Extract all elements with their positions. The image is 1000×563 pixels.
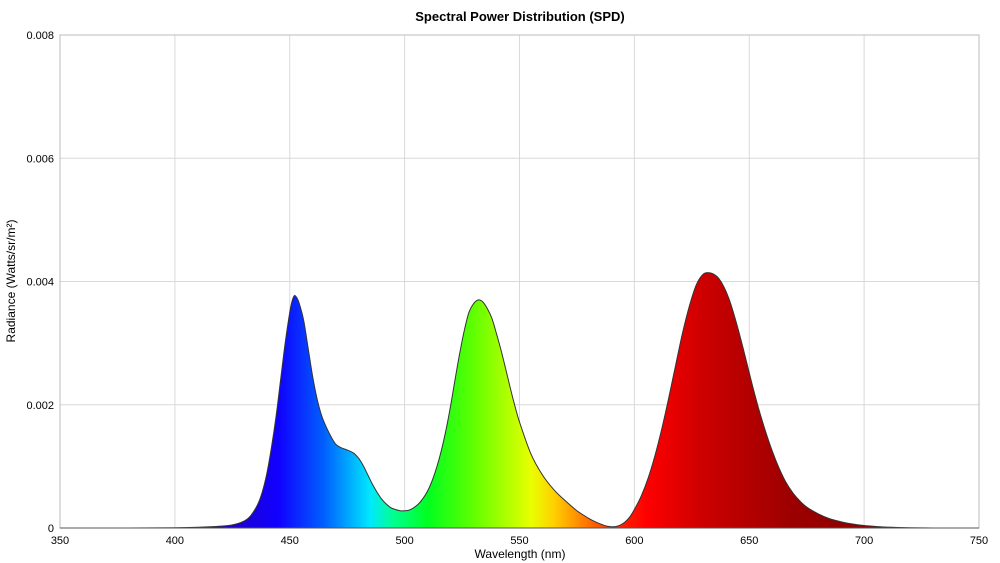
y-tick-label: 0.008 bbox=[26, 30, 54, 42]
y-tick-label: 0.002 bbox=[26, 400, 54, 412]
x-tick-label: 350 bbox=[51, 535, 69, 547]
y-tick-label: 0.004 bbox=[26, 277, 54, 289]
spd-line bbox=[60, 272, 980, 529]
x-tick-label: 550 bbox=[510, 535, 528, 547]
y-axis-label: Radiance (Watts/sr/m²) bbox=[4, 220, 18, 343]
y-tick-label: 0 bbox=[48, 523, 54, 535]
x-tick-label: 450 bbox=[281, 535, 299, 547]
y-tick-labels: 0 0.002 0.004 0.006 0.008 bbox=[26, 30, 54, 535]
x-tick-label: 650 bbox=[740, 535, 758, 547]
x-tick-label: 500 bbox=[395, 535, 413, 547]
x-axis-label: Wavelength (nm) bbox=[475, 547, 566, 561]
x-tick-label: 700 bbox=[855, 535, 873, 547]
x-tick-label: 600 bbox=[625, 535, 643, 547]
x-tick-labels: 350 400 450 500 550 600 650 700 750 bbox=[51, 535, 988, 547]
x-tick-label: 400 bbox=[166, 535, 184, 547]
y-tick-label: 0.006 bbox=[26, 153, 54, 165]
x-tick-label: 750 bbox=[970, 535, 988, 547]
spd-area bbox=[60, 272, 979, 528]
chart-title: Spectral Power Distribution (SPD) bbox=[415, 9, 624, 24]
